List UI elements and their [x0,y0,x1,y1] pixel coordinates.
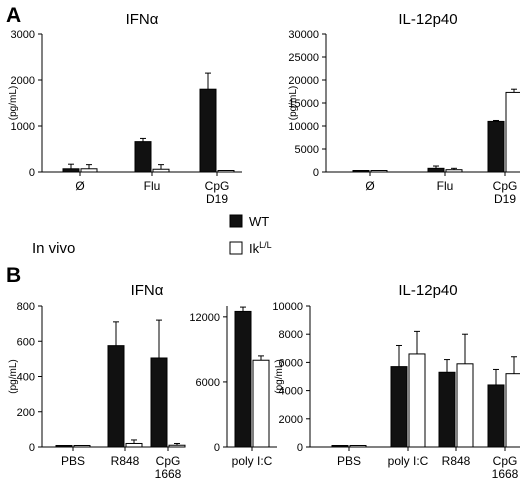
legend-swatch-ik [230,242,242,254]
bar-b1-wt-0 [56,446,72,448]
x-tick-label-b1-1-0: R848 [111,454,140,468]
y-tick-label-b3-1: 2000 [279,414,303,426]
legend-label-ik-sup: L/L [259,240,272,250]
y-tick-label-b2-1: 6000 [196,377,220,389]
y-tick-label-b3-3: 6000 [279,357,303,369]
in-vivo-label: In vivo [32,240,75,257]
bar-a2-ik-1 [446,170,462,172]
x-tick-label-b3-3-1: 1668 [492,467,519,481]
x-tick-label-b2-0-0: poly I:C [232,454,273,468]
chart-title-a2: IL-12p40 [398,11,457,28]
x-tick-label-a1-2-0: CpG [205,179,230,193]
y-tick-label-b1-2: 400 [17,372,35,384]
x-tick-label-a2-2-0: CpG [493,179,518,193]
x-tick-label-a1-2-1: D19 [206,192,228,206]
bar-a1-ik-1 [153,169,169,172]
x-tick-label-b3-3-0: CpG [493,454,518,468]
x-tick-label-b1-2-1: 1668 [155,467,182,481]
bar-b3-ik-3 [506,374,520,447]
y-tick-label-a1-2: 2000 [11,75,35,87]
bar-a1-wt-1 [135,142,151,172]
panel-label-b: B [6,264,21,287]
bar-a2-wt-2 [488,121,504,172]
y-tick-label-b1-1: 200 [17,407,35,419]
x-tick-label-a2-2-1: D19 [494,192,516,206]
legend-label-ik-base: Ik [249,241,260,256]
bar-a1-wt-0 [63,169,79,172]
chart-b2: 0 6000 12000 poly I:C [189,306,277,468]
bar-a1-wt-2 [200,89,216,172]
y-tick-label-a1-3: 3000 [11,29,35,41]
x-tick-label-b1-0-0: PBS [61,454,85,468]
chart-title-b1: IFNα [131,282,164,299]
y-tick-label-b3-0: 0 [297,442,303,454]
x-tick-label-a1-1-0: Flu [144,179,161,193]
y-tick-label-b3-2: 4000 [279,386,303,398]
bar-b1-ik-0 [74,446,90,448]
y-tick-label-a2-6: 30000 [288,29,319,41]
panel-label-a: A [6,4,21,27]
chart-title-a1: IFNα [126,11,159,28]
x-tick-label-b3-1-0: poly I:C [388,454,429,468]
y-tick-label-a2-1: 5000 [295,144,319,156]
y-tick-label-a2-4: 20000 [288,75,319,87]
bar-b3-wt-2 [439,372,455,447]
y-tick-label-b2-2: 12000 [189,312,220,324]
bar-b1-wt-1 [108,346,124,447]
bar-b3-ik-1 [409,354,425,447]
y-tick-label-b1-3: 600 [17,336,35,348]
y-tick-label-b3-4: 8000 [279,329,303,341]
bar-a2-ik-0 [371,171,387,173]
bar-b3-wt-0 [332,446,348,448]
chart-a2: IL-12p40(pg/mL)0500010000150002000025000… [288,11,520,206]
bar-b1-ik-2 [169,445,185,447]
legend-label-wt: WT [249,214,269,229]
y-tick-label-b2-0: 0 [214,442,220,454]
x-tick-label-a2-1-0: Flu [437,179,454,193]
y-tick-label-b1-0: 0 [29,442,35,454]
y-tick-label-a2-0: 0 [313,167,319,179]
y-tick-label-b1-4: 800 [17,301,35,313]
x-tick-label-a2-0-0: Ø [365,179,374,193]
y-axis-label-a1: (pg/mL) [8,86,19,120]
chart-b3: IL-12p40(pg/mL)0200040006000800010000PBS… [272,282,520,481]
y-tick-label-a2-3: 15000 [288,98,319,110]
bar-b3-ik-0 [350,446,366,448]
bar-a1-ik-2 [218,171,234,173]
x-tick-label-b3-0-0: PBS [337,454,361,468]
y-tick-label-b3-5: 10000 [272,301,303,313]
y-tick-label-a2-2: 10000 [288,121,319,133]
y-tick-label-a1-1: 1000 [11,121,35,133]
y-tick-label-a1-0: 0 [29,167,35,179]
legend: WT IkL/L [230,214,272,256]
bar-b3-wt-1 [391,367,407,447]
bar-b3-wt-3 [488,385,504,447]
bar-b2-ik-0 [253,360,269,447]
bar-b1-wt-2 [151,358,167,447]
x-tick-label-b1-2-0: CpG [156,454,181,468]
y-tick-label-a2-5: 25000 [288,52,319,64]
bar-a1-ik-0 [81,169,97,172]
legend-label-ik: IkL/L [249,240,272,256]
bar-b1-ik-1 [126,443,142,447]
x-tick-label-b3-2-0: R848 [442,454,471,468]
bar-a2-wt-0 [353,171,369,173]
bar-b3-ik-2 [457,364,473,447]
bar-a2-ik-2 [506,92,520,172]
bar-a2-wt-1 [428,168,444,172]
x-tick-label-a1-0-0: Ø [75,179,84,193]
legend-swatch-wt [230,215,242,227]
bar-b2-wt-0 [235,311,251,447]
chart-title-b3: IL-12p40 [398,282,457,299]
